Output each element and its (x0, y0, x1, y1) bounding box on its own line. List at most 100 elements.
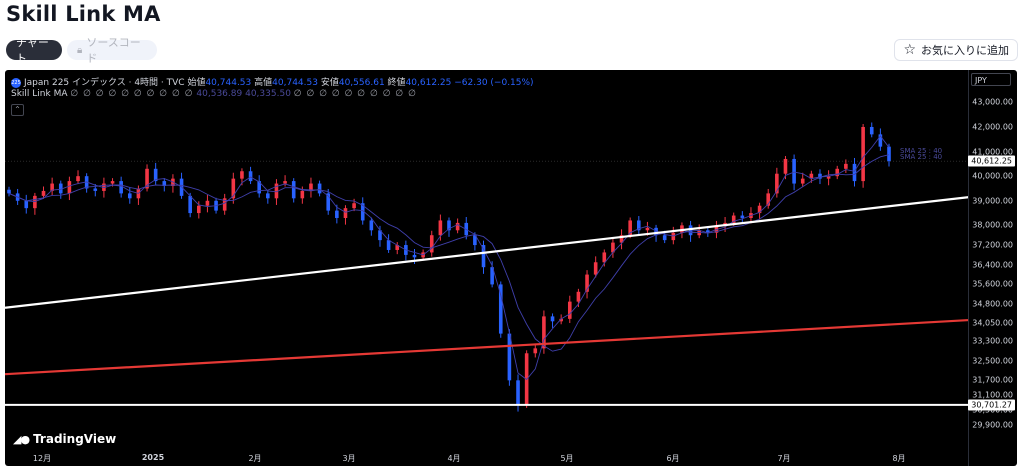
collapse-legend-button[interactable]: ⌃ (11, 104, 24, 116)
candle-body (852, 163, 857, 182)
candle-body (266, 193, 270, 199)
candle-body (274, 183, 279, 199)
indicator-name[interactable]: Skill Link MA (11, 89, 68, 99)
candle-body (257, 181, 261, 194)
chevron-up-icon: ⌃ (14, 105, 21, 114)
close-value: 40,612.25 (405, 78, 452, 88)
indicator-value-2: 40,335.50 (245, 89, 291, 99)
candle-body (455, 222, 460, 231)
candle-body (110, 181, 115, 184)
candle-body (783, 158, 788, 174)
candle-body (162, 181, 167, 187)
candle-body (41, 190, 46, 196)
candle-body (542, 316, 546, 349)
candle-body (291, 181, 296, 199)
time-tick-label: 6月 (666, 454, 680, 463)
candle-body (628, 220, 632, 236)
candle-body (24, 200, 29, 209)
candle-body (809, 173, 814, 179)
candle-body (593, 262, 598, 275)
moving-average-line (8, 135, 890, 381)
candle-body (283, 181, 287, 184)
time-tick-label: 2025 (141, 453, 165, 462)
candle-body (869, 126, 874, 135)
lock-icon: 🔒︎ (77, 44, 83, 56)
candle-body (429, 235, 434, 253)
time-tick-label: 4月 (447, 454, 461, 463)
candle-body (792, 158, 796, 184)
candle-body (352, 203, 356, 209)
change-value: −62.30 (−0.15%) (454, 78, 534, 88)
close-key: 終値 (387, 78, 406, 88)
candle-body (447, 220, 451, 231)
candle-body (197, 205, 201, 214)
add-to-favorites-button[interactable]: ☆ お気に入りに追加 (894, 39, 1018, 61)
candle-body (861, 126, 865, 182)
candle-body (645, 227, 650, 231)
currency-selector[interactable]: JPY (971, 73, 1011, 86)
candle-body (602, 252, 607, 263)
candle-body (706, 230, 710, 233)
price-tick-label: 43,000.00 (972, 97, 1013, 107)
page-title: Skill Link MA (6, 2, 161, 26)
low-key: 安値 (320, 78, 339, 88)
candle-body (835, 168, 840, 177)
candle-body (619, 235, 624, 243)
tradingview-watermark: ◢● TradingView (13, 432, 116, 446)
price-tick-label: 31,700.00 (972, 375, 1013, 385)
candle-body (343, 208, 348, 218)
candle-body (559, 318, 563, 322)
candle-body (800, 178, 805, 184)
price-tick-label: 38,000.00 (972, 220, 1013, 230)
candle-body (740, 215, 745, 218)
candle-body (473, 235, 477, 246)
add-to-favorites-label: お気に入りに追加 (921, 44, 1009, 57)
symbol-legend: 225 Japan 225 インデックス · 4時間 · TVC 始値40,744… (11, 75, 534, 88)
time-tick-label: 8月 (892, 454, 906, 463)
candle-body (878, 134, 883, 147)
candle-body (576, 291, 581, 302)
price-tick-label: 36,400.00 (972, 260, 1013, 270)
candle-body (7, 189, 11, 194)
open-key: 始値 (187, 78, 206, 88)
candle-body (58, 183, 63, 194)
candle-body (662, 235, 667, 241)
moving-average-line (8, 154, 890, 352)
price-tick-label: 34,050.00 (972, 318, 1013, 328)
price-tick-label: 37,200.00 (972, 240, 1013, 250)
candle-body (507, 333, 512, 381)
candle-body (240, 171, 244, 179)
candle-body (205, 200, 210, 206)
tab-chart[interactable]: チャート (6, 36, 62, 65)
time-tick-label: 5月 (560, 454, 574, 463)
candle-body (300, 190, 305, 199)
indicator-settings-icons-2: ∅ ∅ ∅ ∅ ∅ ∅ ∅ ∅ ∅ ∅ (293, 89, 417, 99)
candle-body (550, 316, 555, 322)
candle-body (378, 230, 382, 241)
price-axis[interactable]: JPY 43,000.00 42,000.00 41,000.00 40,000.00… (968, 70, 1017, 466)
candle-body (309, 183, 313, 191)
candle-body (585, 274, 589, 292)
price-tick-label: 41,000.00 (972, 147, 1013, 157)
time-tick-label: 3月 (342, 454, 356, 463)
chart-area[interactable]: 225 Japan 225 インデックス · 4時間 · TVC 始値40,744… (5, 70, 1017, 466)
candle-body (93, 188, 98, 191)
candle-body (67, 181, 72, 194)
price-chart[interactable] (5, 70, 969, 466)
candle-body (611, 242, 615, 253)
candle-body (731, 215, 736, 223)
candle-body (688, 225, 693, 236)
candle-body (360, 203, 365, 221)
tradingview-logo-icon: ◢● (13, 432, 30, 446)
price-tick-label: 40,000.00 (972, 171, 1013, 181)
red-trendline (5, 318, 969, 376)
candle-body (766, 193, 771, 206)
candle-body (533, 348, 538, 354)
candle-body (369, 220, 374, 231)
candle-body (76, 176, 80, 182)
candle-body (395, 245, 400, 250)
candle-body (119, 181, 123, 194)
sma-label: SMA 25 : 40 (900, 147, 943, 155)
price-tick-label: 33,300.00 (972, 336, 1013, 346)
tab-source-code-label: ソースコード (86, 36, 141, 65)
